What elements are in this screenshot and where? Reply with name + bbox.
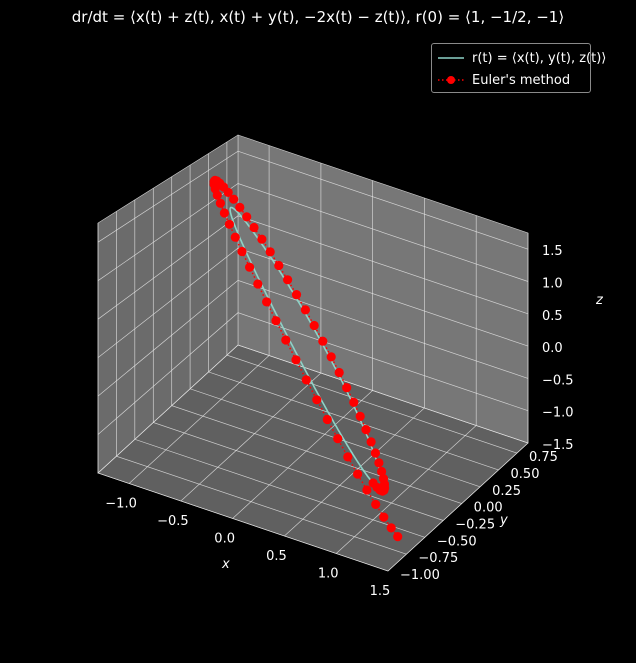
z-axis-label: z bbox=[595, 293, 604, 308]
legend-label-euler: Euler's method bbox=[472, 72, 571, 88]
z-grid-line bbox=[97, 280, 529, 397]
euler-point bbox=[349, 397, 359, 407]
euler-point bbox=[334, 367, 344, 378]
tick-labels: −1.0 −0.5 0.0 0.5 1.0 1.5 −1.00 −0.75 −0.50 −0.25… bbox=[105, 244, 573, 599]
z-tick-label: −0.5 bbox=[542, 373, 574, 388]
exact-curve-line bbox=[229, 206, 384, 490]
euler-point bbox=[249, 222, 259, 233]
y-tick-label: −0.75 bbox=[418, 551, 458, 566]
legend-entry-exact: r(t) = ⟨x(t), y(t), z(t)⟩ bbox=[438, 48, 606, 68]
euler-points bbox=[209, 175, 403, 542]
euler-point bbox=[257, 234, 267, 244]
euler-point bbox=[370, 448, 380, 458]
z-tick-label: 1.0 bbox=[542, 276, 563, 291]
z-tick-label: 1.5 bbox=[542, 244, 563, 259]
z-grid-line bbox=[97, 344, 529, 474]
x-tick-label: 1.0 bbox=[318, 567, 339, 582]
euler-point bbox=[343, 452, 353, 462]
euler-point bbox=[229, 194, 239, 204]
euler-point bbox=[362, 485, 372, 495]
euler-point bbox=[274, 260, 284, 271]
euler-point bbox=[326, 352, 336, 362]
x-tick-label: −1.0 bbox=[105, 497, 137, 512]
euler-point bbox=[219, 208, 229, 218]
legend-entry-euler: Euler's method bbox=[438, 70, 570, 90]
euler-point bbox=[378, 474, 389, 484]
euler-point bbox=[215, 198, 225, 208]
x-tick-label: 0.5 bbox=[266, 549, 287, 564]
legend: r(t) = ⟨x(t), y(t), z(t)⟩ Euler's method bbox=[431, 43, 606, 93]
exact-solution-curve bbox=[229, 206, 384, 490]
y-tick-label: 0.50 bbox=[511, 467, 540, 482]
euler-point bbox=[333, 434, 343, 444]
y-tick-label: 0.25 bbox=[492, 484, 521, 499]
euler-point bbox=[291, 290, 302, 300]
euler-point bbox=[237, 246, 247, 257]
euler-point bbox=[342, 383, 352, 393]
euler-point bbox=[262, 297, 272, 307]
euler-point bbox=[312, 395, 322, 405]
euler-point bbox=[291, 355, 301, 365]
x-tick-label: 0.0 bbox=[214, 532, 235, 547]
euler-point bbox=[355, 411, 365, 421]
euler-point bbox=[353, 469, 363, 479]
euler-point bbox=[386, 523, 396, 533]
euler-point bbox=[245, 262, 255, 272]
euler-point bbox=[271, 316, 281, 326]
euler-point bbox=[377, 466, 387, 477]
y-tick-label: −0.50 bbox=[437, 534, 477, 549]
x-axis-label: x bbox=[221, 557, 230, 572]
z-tick-label: 0.5 bbox=[542, 309, 563, 324]
legend-label-exact: r(t) = ⟨x(t), y(t), z(t)⟩ bbox=[472, 50, 607, 66]
legend-line-swatch bbox=[438, 57, 464, 59]
euler-point bbox=[253, 279, 263, 289]
x-tick-label: −0.5 bbox=[157, 514, 189, 529]
euler-point bbox=[366, 437, 376, 447]
y-tick-label: 0.75 bbox=[529, 450, 558, 465]
euler-point bbox=[318, 336, 328, 346]
y-tick-label: −1.00 bbox=[400, 568, 440, 583]
euler-point bbox=[371, 499, 381, 509]
x-tick-label: 1.5 bbox=[370, 584, 391, 599]
euler-point bbox=[361, 425, 371, 435]
euler-point bbox=[283, 275, 293, 285]
legend-marker-swatch bbox=[438, 76, 464, 84]
z-grid-line bbox=[97, 150, 529, 250]
euler-point bbox=[230, 232, 240, 242]
chart-title: dr/dt = ⟨x(t) + z(t), x(t) + y(t), −2x(t… bbox=[71, 8, 565, 26]
z-tick-label: −1.0 bbox=[542, 406, 574, 421]
euler-point bbox=[235, 202, 245, 212]
euler-point bbox=[393, 532, 403, 542]
euler-point bbox=[379, 512, 389, 522]
euler-point bbox=[224, 219, 234, 229]
z-grid-line bbox=[97, 215, 529, 320]
euler-point bbox=[309, 320, 319, 331]
axis-panes bbox=[97, 134, 529, 572]
y-axis-label: y bbox=[499, 513, 508, 528]
z-grid-line bbox=[97, 247, 529, 358]
euler-point bbox=[265, 247, 275, 257]
euler-point bbox=[300, 305, 310, 315]
euler-point bbox=[322, 414, 332, 425]
euler-point bbox=[281, 335, 291, 345]
y-tick-label: 0.00 bbox=[474, 501, 503, 516]
euler-point bbox=[242, 212, 252, 222]
z-grid-line bbox=[97, 183, 529, 282]
z-tick-label: 0.0 bbox=[542, 341, 563, 356]
z-tick-label: −1.5 bbox=[542, 438, 574, 453]
euler-point bbox=[301, 375, 311, 385]
z-grid-line bbox=[97, 312, 529, 435]
y-tick-label: −0.25 bbox=[455, 517, 495, 532]
euler-point bbox=[374, 458, 384, 468]
euler-point bbox=[212, 190, 222, 200]
